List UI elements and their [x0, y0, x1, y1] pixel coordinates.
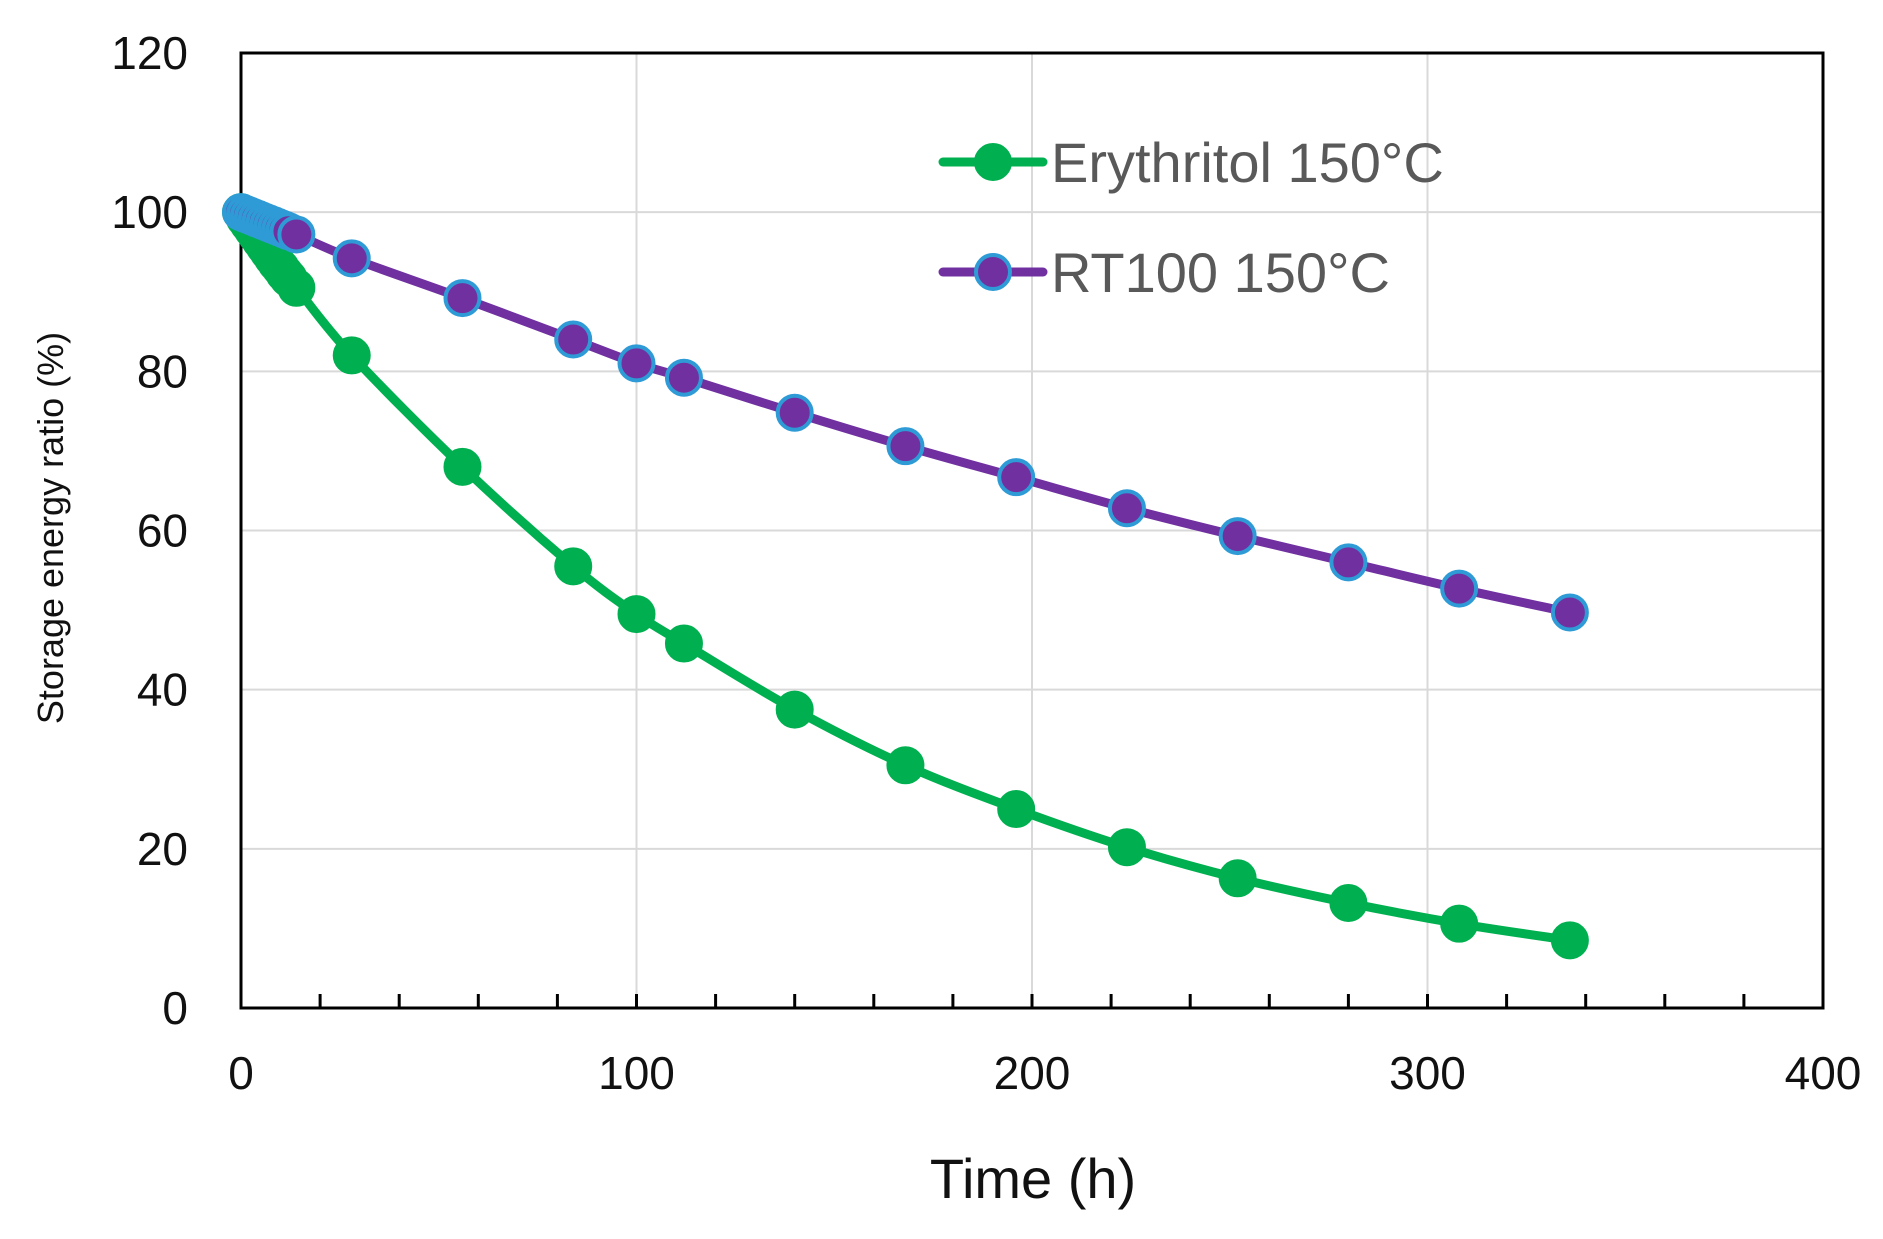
data-point — [997, 790, 1036, 829]
data-point — [1440, 904, 1479, 943]
legend-label: Erythritol 150°C — [1051, 131, 1444, 194]
data-point — [443, 447, 482, 486]
x-tick-label: 300 — [1389, 1047, 1466, 1099]
legend-marker — [974, 253, 1012, 291]
data-point — [554, 547, 593, 586]
data-point — [997, 458, 1036, 497]
data-point — [554, 320, 593, 359]
data-point — [664, 624, 703, 663]
data-point — [664, 358, 703, 397]
data-point — [1550, 921, 1589, 960]
legend-label: RT100 150°C — [1051, 241, 1390, 304]
data-point — [775, 690, 814, 729]
series — [222, 193, 1589, 960]
data-point — [332, 336, 371, 375]
grid — [241, 53, 1823, 1008]
data-point — [617, 344, 656, 383]
legend: Erythritol 150°C RT100 150°C — [938, 131, 1444, 304]
plot-area-frame — [239, 51, 1825, 1010]
data-point — [1107, 489, 1146, 528]
data-point — [1550, 593, 1589, 632]
data-point — [617, 595, 656, 634]
x-tick-label: 400 — [1785, 1047, 1862, 1099]
y-tick-label: 80 — [137, 345, 188, 397]
x-tick-labels: 0 100 200 300 400 — [228, 1047, 1861, 1099]
data-point — [277, 215, 316, 254]
series-2 — [222, 193, 1589, 632]
y-tick-label: 20 — [137, 823, 188, 875]
data-point — [1329, 543, 1368, 582]
data-point — [1440, 569, 1479, 608]
y-tick-labels: 0 20 40 60 80 100 120 — [111, 27, 188, 1034]
x-tick-label: 200 — [994, 1047, 1071, 1099]
data-point — [775, 393, 814, 432]
data-point — [443, 279, 482, 318]
y-tick-label: 100 — [111, 186, 188, 238]
series-1 — [222, 193, 1589, 960]
y-tick-label: 0 — [162, 982, 188, 1034]
data-point — [886, 746, 925, 785]
x-tick-label: 100 — [598, 1047, 675, 1099]
y-axis-title: Storage energy ratio (%) — [30, 332, 71, 724]
legend-marker — [974, 143, 1012, 181]
data-point — [332, 239, 371, 278]
data-point — [1218, 859, 1257, 898]
legend-item: RT100 150°C — [938, 241, 1390, 304]
data-point — [886, 427, 925, 466]
legend-item: Erythritol 150°C — [938, 131, 1444, 194]
y-tick-label: 120 — [111, 27, 188, 79]
data-point — [1107, 828, 1146, 867]
series-line — [236, 207, 1575, 945]
data-point — [1218, 517, 1257, 556]
x-tick-label: 0 — [228, 1047, 254, 1099]
data-point — [277, 268, 316, 307]
x-axis-title: Time (h) — [930, 1147, 1136, 1210]
data-point — [1329, 883, 1368, 922]
y-tick-label: 40 — [137, 664, 188, 716]
minor-ticks — [318, 994, 1746, 1008]
y-tick-label: 60 — [137, 505, 188, 557]
